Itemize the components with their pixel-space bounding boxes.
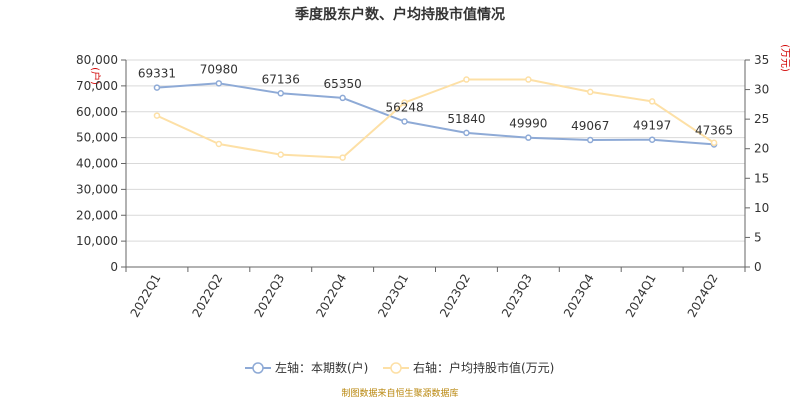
right-tick-label: 10 [754, 201, 769, 215]
right-tick-label: 20 [754, 142, 769, 156]
left-tick-label: 60,000 [76, 105, 118, 119]
data-label: 65350 [324, 77, 362, 91]
data-point [525, 134, 532, 141]
legend-label: 右轴：户均持股市值(万元) [413, 360, 554, 375]
right-tick-label: 15 [754, 171, 769, 185]
x-tick-label: 2024Q2 [685, 272, 721, 320]
x-tick-label: 2024Q1 [623, 272, 659, 320]
x-tick-label: 2022Q4 [313, 272, 349, 320]
x-axis-ticks: 2022Q1 2022Q2 2022Q3 2022Q4 2023Q1 2023Q2 2023… [128, 272, 721, 320]
series-layer [153, 76, 718, 161]
left-tick-label: 20,000 [76, 208, 118, 222]
chart-title: 季度股东户数、户均持股市值情况 [294, 6, 505, 23]
left-axis-ticks: 0 10,000 20,000 30,000 40,000 50,000 60,000 70,… [76, 53, 118, 274]
data-point [153, 112, 161, 119]
right-tick-label: 25 [754, 112, 769, 126]
data-labels: 69331 70980 67136 65350 56248 51840 49990 49067… [138, 62, 733, 137]
series-line-0 [156, 82, 715, 146]
data-point [463, 76, 470, 83]
x-tick-label: 2023Q3 [499, 272, 535, 320]
data-point [277, 151, 284, 158]
footer-source: 制图数据来自恒生聚源数据库 [341, 387, 458, 399]
data-point [648, 98, 656, 105]
legend-label: 左轴：本期数(户) [275, 360, 368, 375]
data-label: 51840 [447, 112, 485, 126]
legend[interactable]: 左轴：本期数(户) 右轴：户均持股市值(万元) [245, 360, 554, 375]
left-tick-label: 10,000 [76, 234, 118, 248]
data-point [153, 84, 161, 91]
left-tick-label: 0 [110, 260, 118, 274]
data-point [587, 136, 594, 144]
right-axis-unit: (万元) [779, 44, 790, 72]
right-tick-label: 30 [754, 83, 769, 97]
legend-marker [252, 362, 264, 374]
data-point [339, 154, 346, 161]
data-point [339, 94, 346, 102]
data-point [277, 90, 284, 97]
right-tick-label: 5 [754, 230, 762, 244]
data-point [648, 136, 656, 143]
gridlines [126, 59, 745, 242]
series-line-1 [156, 78, 715, 159]
x-tick-label: 2022Q2 [190, 272, 226, 320]
data-point [215, 80, 223, 87]
right-tick-label: 0 [754, 260, 762, 274]
data-label: 49990 [509, 117, 547, 131]
left-tick-label: 30,000 [76, 182, 118, 196]
data-label: 67136 [262, 72, 300, 86]
x-tick-label: 2023Q1 [375, 272, 411, 320]
x-tick-label: 2022Q1 [128, 272, 164, 320]
x-tick-label: 2023Q2 [437, 272, 473, 320]
data-point [587, 88, 594, 96]
x-tick-label: 2023Q4 [561, 272, 597, 320]
data-point [401, 99, 408, 106]
data-point [463, 129, 470, 137]
data-label: 49197 [633, 119, 671, 133]
data-point [525, 76, 532, 83]
left-tick-label: 50,000 [76, 131, 118, 145]
data-label: 47365 [695, 123, 733, 137]
data-label: 69331 [138, 67, 176, 81]
data-label: 70980 [200, 62, 238, 76]
x-tick-label: 2022Q3 [251, 272, 287, 320]
data-label: 49067 [571, 119, 609, 133]
legend-item-1[interactable]: 右轴：户均持股市值(万元) [383, 360, 554, 375]
right-tick-label: 35 [754, 53, 769, 67]
data-label: 56248 [385, 100, 423, 114]
left-tick-label: 40,000 [76, 157, 118, 171]
left-axis-unit: (户) [89, 67, 102, 85]
left-tick-label: 70,000 [76, 79, 118, 93]
legend-marker [390, 362, 402, 374]
left-tick-label: 80,000 [76, 53, 118, 67]
data-point [215, 140, 223, 148]
data-point [401, 118, 408, 125]
legend-item-0[interactable]: 左轴：本期数(户) [245, 360, 368, 375]
axes [121, 59, 750, 272]
right-axis-ticks: 0 5 10 15 20 25 30 35 [754, 53, 769, 274]
data-point [710, 139, 718, 147]
